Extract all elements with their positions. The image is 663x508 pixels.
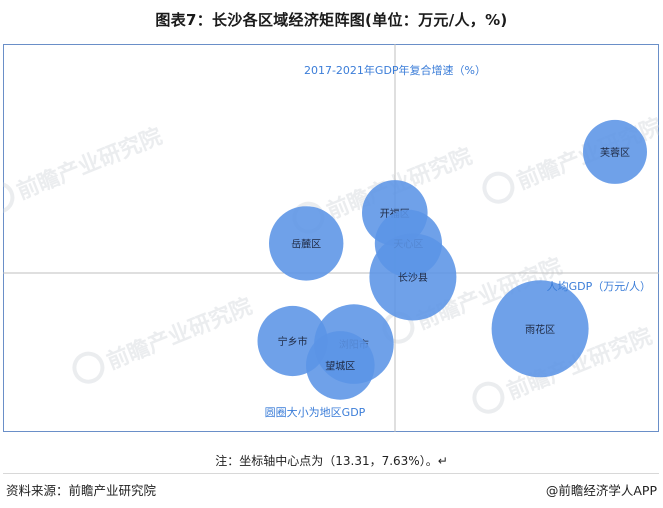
bubble-chart: 前瞻产业研究院前瞻产业研究院前瞻产业研究院前瞻产业研究院前瞻产业研究院前瞻产业研… (3, 44, 659, 432)
watermark-logo-icon (482, 171, 515, 204)
bubble-size-label: 圆圈大小为地区GDP (265, 405, 366, 419)
watermark: 前瞻产业研究院 (3, 123, 166, 214)
bubble-label: 雨花区 (525, 323, 555, 336)
bubble-point: 岳麓区 (269, 206, 344, 281)
bubble-point: 雨花区 (491, 280, 589, 378)
bubble-circle (306, 331, 375, 400)
watermark-logo-icon (72, 351, 105, 384)
bubble-point: 芙蓉区 (583, 119, 647, 184)
bubble-point: 望城区 (306, 331, 375, 400)
x-axis-label: 人均GDP（万元/人） (547, 280, 651, 293)
bubble-label: 长沙县 (398, 272, 428, 284)
brand-text: @前瞻经济学人APP (545, 483, 657, 498)
y-axis-label: 2017-2021年GDP年复合增速（%） (304, 63, 486, 77)
bubble-circle (269, 206, 344, 281)
bubble-label: 望城区 (325, 359, 355, 372)
watermark: 前瞻产业研究院 (72, 293, 256, 384)
bubble-label: 芙蓉区 (600, 146, 630, 159)
bubble-circle (583, 119, 647, 184)
bubble-point: 长沙县 (369, 233, 457, 321)
bubble-label: 宁乡市 (278, 335, 308, 348)
bubble-circle (491, 280, 589, 378)
bubble-circle (369, 233, 457, 321)
watermark-logo-icon (3, 181, 15, 214)
source-text: 资料来源：前瞻产业研究院 (6, 483, 157, 498)
watermark-logo-icon (472, 381, 505, 414)
watermark-text: 前瞻产业研究院 (103, 293, 256, 375)
bubble-layer: 芙蓉区开福区天心区岳麓区长沙县雨花区宁乡市浏阳市望城区 (257, 119, 647, 400)
bubble-label: 岳麓区 (291, 237, 321, 250)
watermark-text: 前瞻产业研究院 (13, 123, 166, 205)
axis-center-note: 注：坐标轴中心点为（13.31，7.63%）。↵ (215, 454, 448, 468)
footer-divider (3, 473, 659, 474)
chart-title: 图表7：长沙各区域经济矩阵图(单位：万元/人，%) (155, 11, 508, 29)
